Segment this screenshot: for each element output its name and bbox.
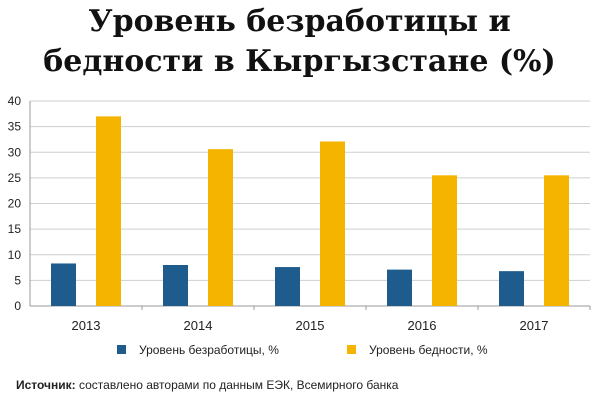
x-tick-label: 2017 [520, 318, 549, 333]
y-tick-label: 10 [8, 248, 22, 262]
y-tick-label: 5 [14, 273, 21, 287]
bar-poverty [208, 149, 233, 306]
source-note: Источник: составлено авторами по данным … [16, 378, 398, 392]
x-tick-label: 2014 [184, 318, 213, 333]
bar-unemployment [163, 265, 188, 306]
legend-swatch-poverty [347, 345, 356, 354]
bar-unemployment [499, 271, 524, 306]
legend-swatch-unemployment [117, 345, 126, 354]
x-tick-label: 2013 [72, 318, 101, 333]
source-label: Источник: [16, 378, 76, 392]
y-tick-label: 35 [8, 120, 22, 134]
legend-label-poverty: Уровень бедности, % [369, 343, 488, 357]
bar-poverty [96, 116, 121, 306]
chart-title-line-2: бедности в Кыргызстане (%) [43, 44, 556, 79]
bar-unemployment [51, 263, 76, 306]
x-tick-label: 2015 [296, 318, 325, 333]
y-tick-label: 25 [8, 171, 22, 185]
chart-title: Уровень безработицы и бедности в Кыргызс… [0, 2, 599, 82]
bar-unemployment [387, 269, 412, 306]
x-tick-label: 2016 [408, 318, 437, 333]
bar-poverty [320, 141, 345, 306]
y-tick-label: 30 [8, 145, 22, 159]
bar-poverty [544, 175, 569, 306]
y-tick-label: 20 [8, 197, 22, 211]
legend-label-unemployment: Уровень безработицы, % [139, 343, 279, 357]
y-tick-label: 15 [8, 222, 22, 236]
y-tick-label: 0 [14, 299, 21, 313]
bar-unemployment [275, 267, 300, 306]
y-tick-label: 40 [8, 94, 22, 108]
bar-poverty [432, 175, 457, 306]
chart-title-line-1: Уровень безработицы и [88, 4, 511, 39]
source-text: составлено авторами по данным ЕЭК, Всеми… [75, 378, 399, 392]
